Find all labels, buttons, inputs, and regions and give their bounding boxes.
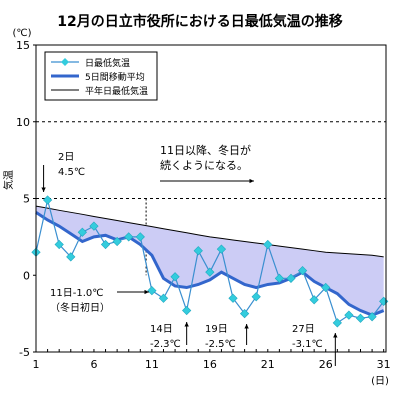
x-tick-label: 21: [261, 358, 275, 371]
annotation-a19: 19日: [205, 324, 228, 335]
data-point: [158, 293, 169, 303]
data-point: [274, 273, 285, 283]
data-point: [170, 272, 180, 282]
data-point: [182, 305, 192, 316]
data-point: [124, 232, 134, 242]
y-tick-label: 15: [16, 39, 30, 52]
data-point: [216, 244, 227, 254]
legend-label-daily: 日最低気温: [85, 57, 130, 69]
y-tick-label: 0: [23, 269, 30, 282]
data-point: [228, 293, 238, 303]
legend-label-moving-average: 5日間移動平均: [85, 71, 145, 83]
data-point: [100, 239, 111, 250]
x-tick-label: 6: [90, 358, 97, 371]
data-point: [332, 318, 342, 328]
arrow-a11-head: [144, 289, 149, 295]
data-point: [344, 310, 354, 320]
data-point: [147, 285, 157, 296]
annotation-a2: 2日: [58, 152, 74, 163]
arrow-a14-head: [184, 322, 189, 327]
series-line-normal: [35, 205, 384, 258]
data-point: [251, 292, 261, 302]
data-point: [286, 273, 296, 283]
data-point: [77, 227, 87, 237]
y-tick-label: -5: [19, 346, 30, 359]
chart-title: 12月の日立市役所における日最低気温の推移: [57, 13, 342, 30]
data-point: [54, 239, 64, 250]
data-point: [263, 239, 273, 250]
annotation-a27: 27日: [292, 324, 315, 335]
data-point: [66, 252, 76, 262]
x-unit-label: (日): [371, 376, 389, 387]
data-point: [193, 246, 203, 256]
data-point: [205, 267, 215, 277]
data-point: [355, 313, 366, 323]
data-point: [42, 195, 53, 205]
data-point: [321, 282, 331, 293]
data-point: [367, 312, 377, 322]
arrow-a2-head: [41, 187, 46, 192]
data-point: [135, 232, 145, 242]
x-tick-label: 16: [203, 358, 217, 371]
annotation-a11: （冬日初日）: [50, 301, 110, 314]
data-point: [112, 236, 122, 247]
annotation-a14: -2.3℃: [150, 339, 181, 350]
annotation-a27: -3.1℃: [292, 339, 323, 350]
x-tick-label: 1: [33, 358, 40, 371]
annotation-a19: -2.5℃: [205, 339, 236, 350]
y-unit-label: (℃): [12, 28, 31, 39]
arrow-a19-head: [244, 324, 249, 329]
legend-swatch-daily-marker: [61, 58, 69, 66]
annotation-afrost: 11日以降、冬日が: [160, 143, 251, 157]
data-point: [89, 221, 99, 231]
data-point: [239, 309, 250, 319]
data-point: [309, 295, 319, 305]
y-tick-label: 10: [16, 116, 30, 129]
arrow-a27-head: [333, 333, 338, 338]
annotation-a11: 11日-1.0℃: [50, 288, 103, 299]
y-tick-label: 5: [23, 193, 30, 206]
arrow-frost-head: [249, 178, 254, 184]
x-tick-label: 31: [377, 358, 391, 371]
x-tick-label: 11: [145, 358, 159, 371]
data-point: [297, 266, 308, 276]
annotation-afrost: 続くようになる。: [160, 158, 248, 172]
annotation-a14: 14日: [150, 324, 173, 335]
annotation-a2: 4.5℃: [58, 167, 85, 178]
legend-label-normal: 平年日最低気温: [85, 85, 148, 97]
normal-gap-fill: [36, 206, 384, 316]
x-tick-label: 26: [319, 358, 333, 371]
y-axis-label: 気温: [2, 170, 15, 190]
